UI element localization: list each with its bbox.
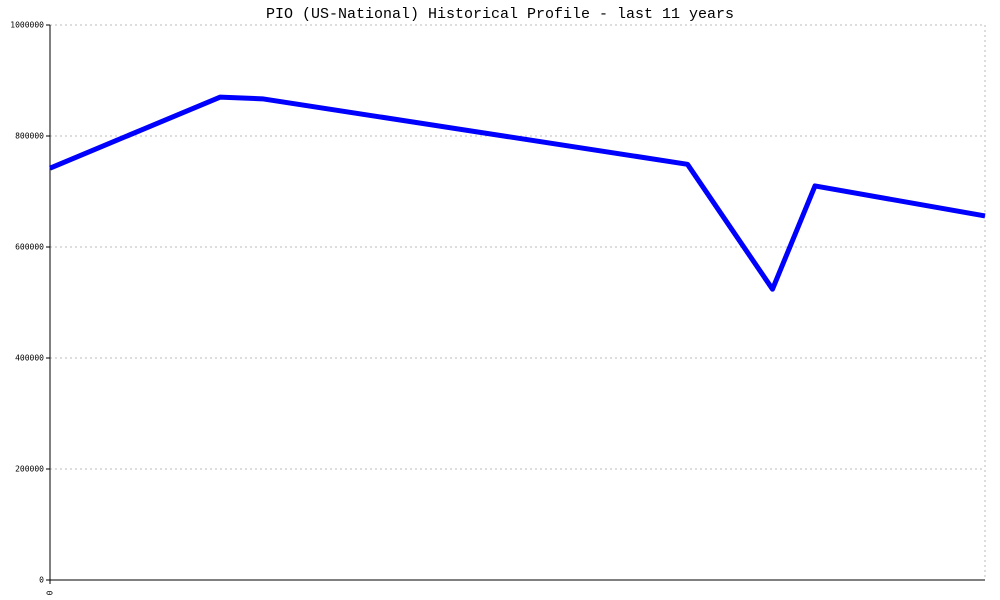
y-tick-label: 400000 [15, 354, 44, 363]
y-tick-label: 1000000 [10, 21, 44, 30]
x-tick-label: 0 [46, 590, 55, 595]
y-tick-label: 0 [39, 576, 44, 585]
y-tick-label: 600000 [15, 243, 44, 252]
y-tick-label: 800000 [15, 132, 44, 141]
data-line [49, 94, 986, 292]
chart-title: PIO (US-National) Historical Profile - l… [266, 6, 734, 23]
y-tick-label: 200000 [15, 465, 44, 474]
